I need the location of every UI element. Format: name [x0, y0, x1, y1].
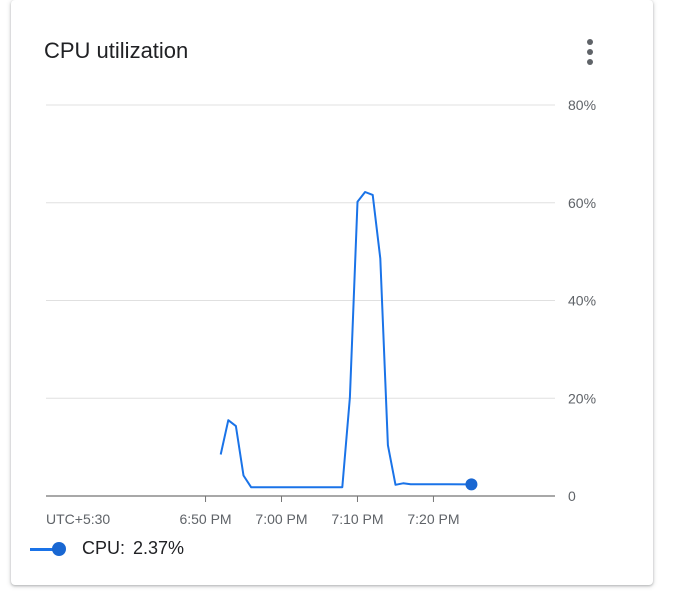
y-tick-label: 60% — [568, 195, 596, 211]
menu-dot — [587, 59, 593, 65]
more-vert-icon[interactable] — [576, 34, 604, 70]
timezone-label: UTC+5:30 — [46, 511, 110, 527]
legend-current-value: 2.37% — [133, 538, 185, 558]
legend-line-marker-icon — [30, 541, 68, 556]
y-tick-label: 40% — [568, 293, 596, 309]
x-tick-label: 7:10 PM — [331, 511, 383, 527]
y-tick-label: 80% — [568, 97, 596, 113]
chart-legend: CPU: 2.37% — [30, 538, 184, 559]
y-tick-label: 20% — [568, 390, 596, 406]
cpu-series-line — [219, 191, 472, 489]
cpu-last-point-marker — [465, 478, 478, 491]
x-tick-label: 7:20 PM — [407, 511, 459, 527]
menu-dot — [587, 39, 593, 45]
x-tick-label: 6:50 PM — [179, 511, 231, 527]
card-title: CPU utilization — [44, 38, 189, 63]
y-tick-label: 0 — [568, 488, 576, 504]
x-tick-label: 7:00 PM — [255, 511, 307, 527]
menu-dot — [587, 49, 593, 55]
legend-series-label: CPU: — [82, 538, 126, 558]
